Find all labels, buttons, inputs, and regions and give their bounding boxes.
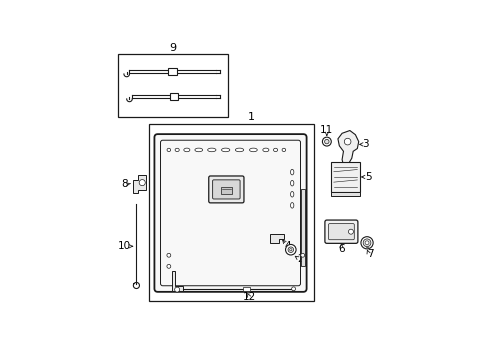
Ellipse shape [290,192,293,197]
Circle shape [300,253,304,257]
Text: 4: 4 [284,240,291,251]
Ellipse shape [249,148,257,152]
Circle shape [344,138,350,145]
Text: 5: 5 [365,172,371,182]
Circle shape [287,247,293,252]
Ellipse shape [221,148,229,152]
Bar [117,54,228,117]
Circle shape [174,287,179,292]
Polygon shape [133,175,146,193]
Text: 11: 11 [320,125,333,135]
Ellipse shape [183,148,189,152]
Text: 3: 3 [362,139,368,149]
Circle shape [289,249,291,251]
Ellipse shape [195,148,202,152]
Circle shape [166,264,170,268]
Bar [149,123,314,301]
Text: 10: 10 [117,241,130,251]
Circle shape [166,253,170,257]
Ellipse shape [273,148,277,152]
Ellipse shape [262,148,268,152]
Text: 8: 8 [122,179,128,189]
Circle shape [363,239,370,247]
Circle shape [360,237,372,249]
Circle shape [322,137,330,146]
Ellipse shape [290,203,293,208]
Text: 9: 9 [169,43,176,53]
Bar [168,68,176,75]
Ellipse shape [175,148,179,152]
Ellipse shape [167,148,170,152]
FancyBboxPatch shape [328,224,354,240]
Bar [221,188,231,194]
FancyBboxPatch shape [154,134,306,292]
FancyBboxPatch shape [212,180,240,199]
Text: 1: 1 [248,112,255,122]
Text: 6: 6 [337,244,344,254]
Circle shape [291,287,295,291]
Circle shape [324,139,328,144]
FancyBboxPatch shape [208,176,244,203]
Circle shape [285,244,295,255]
Bar [243,287,249,291]
Ellipse shape [282,148,285,152]
Polygon shape [269,234,284,243]
Polygon shape [171,270,183,291]
Bar [330,192,359,197]
Bar [300,189,305,266]
Bar [169,93,178,100]
Polygon shape [337,131,358,165]
Circle shape [348,229,353,234]
Bar [330,162,359,192]
Ellipse shape [207,148,216,152]
Text: 2: 2 [297,255,303,264]
Ellipse shape [290,169,293,175]
Circle shape [365,241,368,245]
Text: 7: 7 [366,249,373,260]
Text: 12: 12 [242,292,255,302]
Ellipse shape [235,148,243,152]
Ellipse shape [290,180,293,186]
Circle shape [139,180,145,186]
FancyBboxPatch shape [324,220,357,243]
